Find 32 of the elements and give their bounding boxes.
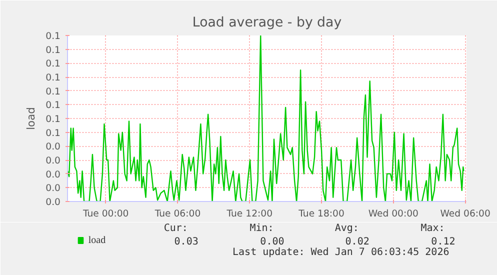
legend-label: load — [88, 235, 106, 246]
y-tick-label: 0.1 — [46, 31, 61, 42]
x-tick-label: Tue 06:00 — [154, 208, 201, 220]
text: Avg: — [334, 223, 359, 234]
y-tick-label: 0.1 — [46, 44, 61, 56]
text: Max: — [420, 223, 445, 234]
x-tick-label: Tue 18:00 — [298, 208, 344, 220]
y-tick-label: 0.1 — [46, 114, 61, 125]
text: 0.00 — [260, 236, 284, 248]
x-tick-label: Tue 00:00 — [82, 208, 129, 220]
text: Min: — [250, 223, 274, 234]
chart-title: Load average - by day — [192, 16, 342, 30]
line-series — [68, 36, 464, 202]
y-tick-label: 0.0 — [46, 169, 61, 180]
y-tick-label: 0.1 — [46, 72, 61, 84]
y-tick-label: 0.1 — [46, 58, 61, 70]
y-tick-label: 0.0 — [46, 156, 61, 166]
text: 0.03 — [174, 236, 198, 248]
x-tick-label: Tue 12:00 — [226, 208, 273, 220]
y-tick-label: 0.0 — [46, 183, 61, 194]
y-axis-title: load — [24, 107, 38, 130]
text: Last update: Wed Jan 7 06:03:45 2026 — [232, 247, 450, 258]
y-tick-label: 0.0 — [46, 197, 61, 208]
y-tick-label: 0.0 — [46, 142, 61, 153]
text: Cur: — [164, 223, 188, 234]
y-tick-label: 0.1 — [46, 100, 61, 112]
y-tick-label: 0.1 — [46, 128, 61, 139]
text: 0.02 — [345, 236, 370, 248]
text: 0.12 — [431, 236, 456, 248]
x-tick-label: Wed 06:00 — [440, 208, 490, 220]
x-tick-label: Wed 00:00 — [368, 208, 419, 220]
y-tick-label: 0.1 — [46, 86, 61, 98]
